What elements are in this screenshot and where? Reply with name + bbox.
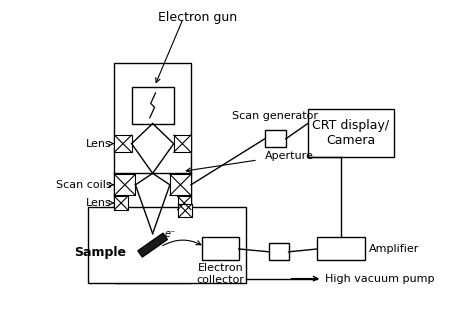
Bar [265, 130, 286, 147]
Text: CRT display/
Camera: CRT display/ Camera [312, 119, 389, 147]
Text: Lens: Lens [86, 198, 112, 208]
Bar [114, 63, 191, 283]
Text: e⁻: e⁻ [164, 230, 175, 239]
Text: Scan coils: Scan coils [56, 180, 112, 190]
Bar [177, 196, 191, 210]
Text: Lens: Lens [86, 139, 112, 149]
Text: Sample: Sample [74, 246, 126, 259]
Bar [174, 135, 191, 152]
Bar [114, 196, 128, 210]
Bar [179, 204, 192, 217]
Bar [270, 243, 288, 261]
Text: Electron
collector: Electron collector [197, 263, 244, 285]
Bar [170, 174, 191, 195]
Text: Electron gun: Electron gun [158, 10, 237, 23]
Text: Amplifier: Amplifier [369, 244, 420, 254]
Bar [114, 135, 132, 152]
Bar [202, 237, 239, 261]
Text: High vacuum pump: High vacuum pump [325, 274, 435, 284]
Bar [308, 109, 394, 157]
Polygon shape [138, 233, 167, 257]
Bar [88, 207, 245, 283]
Text: Scan generator: Scan generator [232, 111, 318, 121]
Bar [132, 87, 174, 124]
Text: Aperture: Aperture [265, 151, 314, 161]
Bar [317, 237, 365, 261]
Bar [114, 174, 135, 195]
